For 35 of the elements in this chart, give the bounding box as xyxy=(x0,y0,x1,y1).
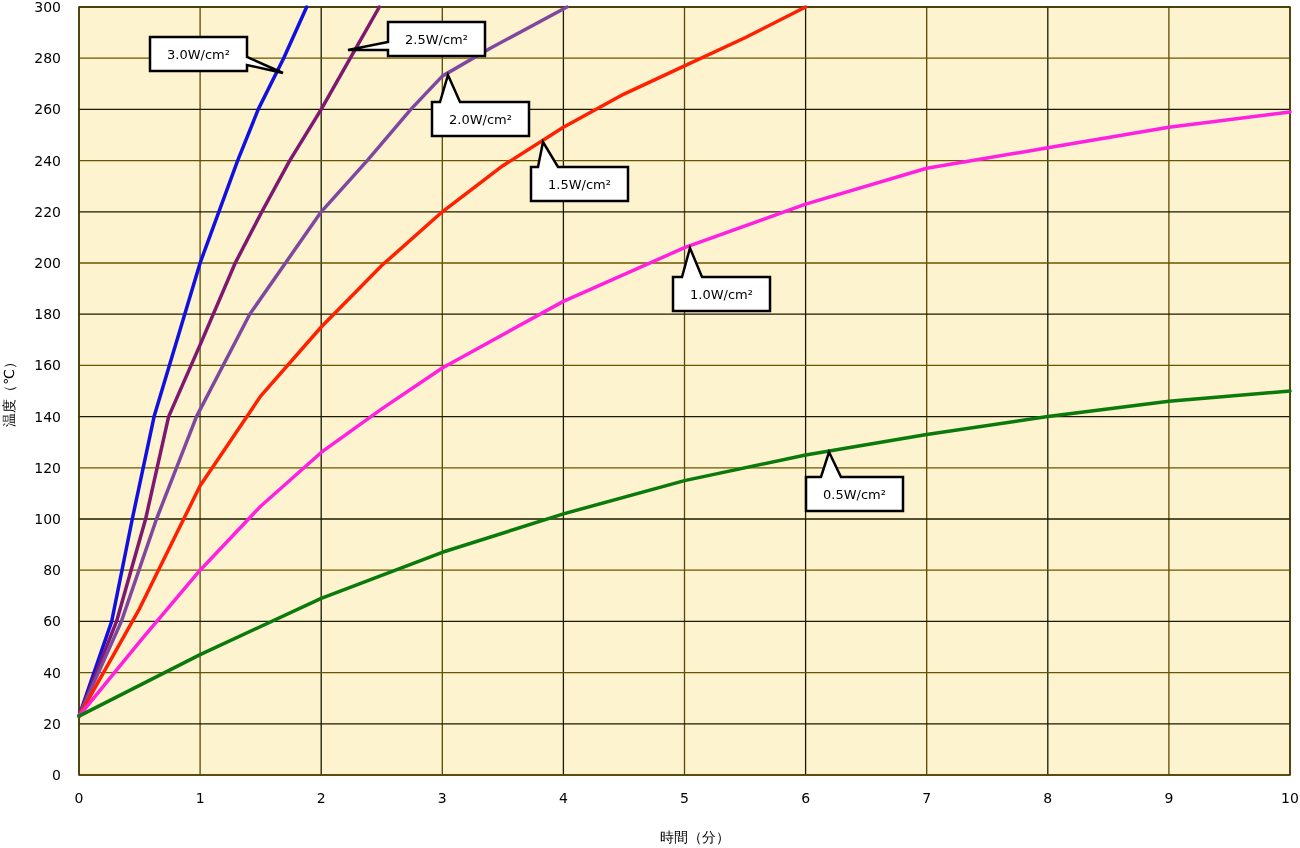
annotation: 0.5W/cm² xyxy=(823,487,886,502)
x-tick-label: 5 xyxy=(680,790,689,806)
x-tick-label: 10 xyxy=(1281,790,1299,806)
y-axis-title: 温度（℃） xyxy=(1,355,17,427)
y-tick-label: 60 xyxy=(43,613,61,630)
annotation: 3.0W/cm² xyxy=(167,47,230,62)
y-tick-label: 120 xyxy=(34,459,61,476)
x-tick-label: 2 xyxy=(316,790,326,806)
annotation: 1.5W/cm² xyxy=(548,177,611,192)
y-tick-label: 300 xyxy=(34,0,61,15)
annotation: 2.5W/cm² xyxy=(405,32,468,47)
x-tick-label: 3 xyxy=(437,790,447,806)
annotation: 1.0W/cm² xyxy=(690,287,753,302)
annotation: 2.0W/cm² xyxy=(449,112,512,127)
x-tick-label: 7 xyxy=(922,790,932,806)
y-tick-label: 180 xyxy=(34,306,61,323)
y-tick-label: 160 xyxy=(34,357,61,374)
x-tick-label: 4 xyxy=(558,790,568,806)
x-tick-label: 1 xyxy=(195,790,205,806)
y-tick-label: 260 xyxy=(34,101,61,118)
y-tick-label: 80 xyxy=(43,562,61,579)
y-tick-label: 40 xyxy=(43,664,61,681)
x-tick-label: 9 xyxy=(1164,790,1174,806)
x-tick-label: 0 xyxy=(74,790,84,806)
x-tick-label: 6 xyxy=(801,790,811,806)
y-tick-label: 0 xyxy=(52,767,61,783)
y-tick-label: 240 xyxy=(34,152,61,169)
y-tick-label: 280 xyxy=(34,50,61,67)
y-tick-label: 220 xyxy=(34,203,61,220)
x-tick-label: 8 xyxy=(1043,790,1053,806)
y-tick-label: 140 xyxy=(34,408,61,425)
x-axis-title: 時間（分） xyxy=(660,829,730,845)
y-tick-label: 100 xyxy=(34,511,61,527)
y-tick-label: 20 xyxy=(43,715,61,732)
y-tick-label: 200 xyxy=(34,255,61,271)
